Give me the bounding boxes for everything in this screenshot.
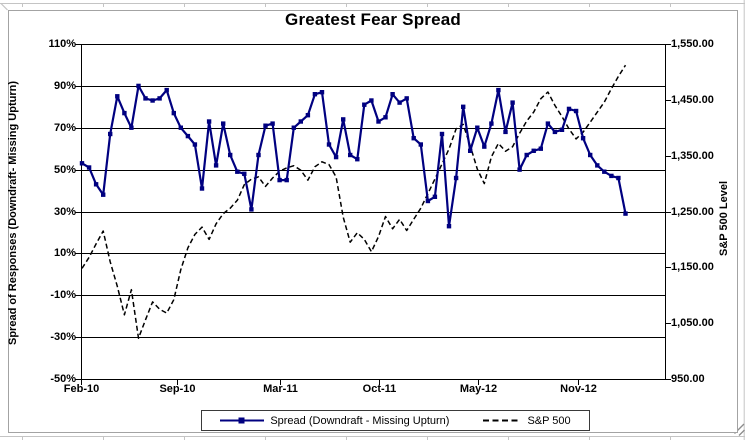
right-axis-title: S&P 500 Level bbox=[718, 180, 730, 256]
solid-line-square-marker-swatch-icon bbox=[220, 417, 265, 424]
right-axis-tick-label: 1,550.00 bbox=[671, 37, 714, 50]
right-axis-tick-label: 950.00 bbox=[671, 372, 705, 385]
x-axis-tick-label: May-12 bbox=[459, 383, 498, 395]
left-axis-tick-label: -50% bbox=[50, 372, 76, 385]
legend-label-sp500: S&P 500 bbox=[527, 414, 571, 427]
right-axis-tick-label: 1,150.00 bbox=[671, 260, 714, 273]
left-axis-tick-label: 30% bbox=[53, 205, 76, 218]
x-axis-tick-label: Oct-11 bbox=[362, 383, 397, 395]
left-axis-tick-label: 70% bbox=[53, 121, 76, 134]
dashed-line-swatch-icon bbox=[483, 419, 522, 422]
left-axis-tick-label: -30% bbox=[50, 330, 76, 343]
x-axis-tick-label: Sep-10 bbox=[159, 383, 196, 395]
left-axis-tick-label: 50% bbox=[53, 163, 76, 176]
chart-object-frame[interactable] bbox=[8, 10, 738, 433]
sheet-bottom-gridline bbox=[0, 436, 745, 440]
legend-item-spread[interactable]: Spread (Downdraft - Missing Upturn) bbox=[220, 415, 449, 427]
legend[interactable]: Spread (Downdraft - Missing Upturn) S&P … bbox=[201, 410, 590, 431]
left-axis-tick-label: 10% bbox=[53, 246, 76, 259]
left-axis-tick-label: -10% bbox=[50, 288, 76, 301]
right-axis-tick-label: 1,250.00 bbox=[671, 205, 714, 218]
right-axis-tick-label: 1,350.00 bbox=[671, 149, 714, 162]
right-axis-tick-label: 1,450.00 bbox=[671, 93, 714, 106]
x-axis-tick-label: Mar-11 bbox=[263, 383, 298, 395]
legend-item-sp500[interactable]: S&P 500 bbox=[483, 414, 571, 427]
x-axis-tick-label: Nov-12 bbox=[560, 383, 597, 395]
left-axis-tick-label: 110% bbox=[48, 37, 76, 50]
x-axis-tick-label: Feb-10 bbox=[63, 383, 100, 395]
chart-title: Greatest Fear Spread bbox=[285, 10, 461, 29]
legend-label-spread: Spread (Downdraft - Missing Upturn) bbox=[270, 414, 450, 427]
right-axis-tick-label: 1,050.00 bbox=[671, 316, 714, 329]
left-axis-tick-label: 90% bbox=[53, 79, 76, 92]
